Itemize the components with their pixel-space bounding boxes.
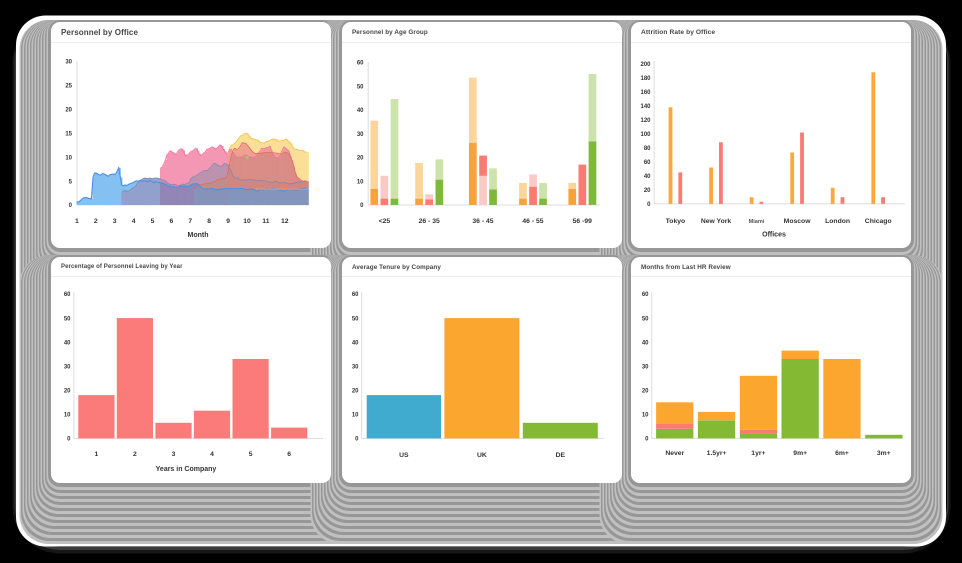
svg-text:20: 20 xyxy=(644,188,651,194)
svg-text:10: 10 xyxy=(243,218,251,225)
svg-text:46 - 55: 46 - 55 xyxy=(522,218,543,225)
svg-text:3: 3 xyxy=(172,451,176,458)
svg-text:30: 30 xyxy=(64,364,71,370)
svg-text:4: 4 xyxy=(210,451,214,458)
svg-text:Never: Never xyxy=(665,450,684,457)
svg-text:60: 60 xyxy=(644,160,651,166)
svg-text:30: 30 xyxy=(352,364,359,370)
svg-text:New York: New York xyxy=(701,218,732,225)
svg-text:10: 10 xyxy=(64,413,71,419)
svg-text:140: 140 xyxy=(640,104,651,110)
svg-text:180: 180 xyxy=(640,76,651,82)
svg-text:36 - 45: 36 - 45 xyxy=(472,218,493,225)
svg-text:30: 30 xyxy=(65,59,72,65)
svg-text:London: London xyxy=(825,218,850,225)
svg-text:5: 5 xyxy=(151,218,155,225)
svg-text:0: 0 xyxy=(69,203,73,209)
svg-text:9: 9 xyxy=(226,218,230,225)
svg-text:Moscow: Moscow xyxy=(784,218,812,225)
svg-text:40: 40 xyxy=(644,174,651,180)
svg-text:50: 50 xyxy=(64,316,71,322)
svg-text:200: 200 xyxy=(640,62,651,68)
svg-text:20: 20 xyxy=(64,389,71,395)
svg-text:1yr+: 1yr+ xyxy=(751,450,765,457)
svg-text:50: 50 xyxy=(642,316,649,322)
svg-text:0: 0 xyxy=(360,203,364,209)
svg-text:Tokyo: Tokyo xyxy=(666,218,686,225)
svg-text:160: 160 xyxy=(640,90,651,96)
svg-text:20: 20 xyxy=(65,107,72,113)
svg-text:40: 40 xyxy=(352,340,359,346)
svg-text:40: 40 xyxy=(642,340,649,346)
svg-text:9m+: 9m+ xyxy=(793,450,807,457)
svg-text:12: 12 xyxy=(281,218,289,225)
svg-text:Miami: Miami xyxy=(749,219,765,225)
svg-text:80: 80 xyxy=(644,146,651,152)
svg-text:30: 30 xyxy=(357,132,364,138)
svg-text:1: 1 xyxy=(75,218,79,225)
svg-text:8: 8 xyxy=(207,218,211,225)
svg-text:11: 11 xyxy=(262,218,269,225)
svg-text:26 - 35: 26 - 35 xyxy=(419,218,440,225)
svg-text:3: 3 xyxy=(113,218,117,225)
svg-text:UK: UK xyxy=(477,452,487,459)
svg-text:40: 40 xyxy=(357,108,364,114)
svg-text:5: 5 xyxy=(249,451,253,458)
svg-text:6: 6 xyxy=(287,451,291,458)
svg-text:1.5yr+: 1.5yr+ xyxy=(707,450,727,457)
svg-text:1: 1 xyxy=(95,451,99,458)
svg-text:0: 0 xyxy=(67,437,71,443)
svg-text:Month: Month xyxy=(188,232,209,239)
svg-text:30: 30 xyxy=(642,364,649,370)
svg-text:20: 20 xyxy=(642,389,649,395)
svg-text:60: 60 xyxy=(642,292,649,298)
svg-text:20: 20 xyxy=(352,389,359,395)
svg-text:2: 2 xyxy=(133,451,137,458)
svg-text:10: 10 xyxy=(352,413,359,419)
svg-text:50: 50 xyxy=(357,84,364,90)
svg-text:10: 10 xyxy=(642,413,649,419)
svg-text:0: 0 xyxy=(647,202,651,208)
svg-text:<25: <25 xyxy=(379,218,391,225)
svg-text:40: 40 xyxy=(64,340,71,346)
svg-text:6: 6 xyxy=(170,218,174,225)
svg-text:3m+: 3m+ xyxy=(877,450,891,457)
svg-text:5: 5 xyxy=(69,179,73,185)
svg-text:60: 60 xyxy=(357,60,364,66)
svg-text:56 -99: 56 -99 xyxy=(573,218,592,225)
svg-text:2: 2 xyxy=(94,218,98,225)
svg-text:4: 4 xyxy=(132,218,136,225)
svg-text:DE: DE xyxy=(556,452,566,459)
svg-text:Offices: Offices xyxy=(762,231,786,238)
svg-text:7: 7 xyxy=(188,218,192,225)
svg-text:20: 20 xyxy=(357,155,364,161)
svg-text:60: 60 xyxy=(64,292,71,298)
svg-text:Chicago: Chicago xyxy=(865,218,892,225)
svg-text:Years in Company: Years in Company xyxy=(156,466,217,473)
svg-text:15: 15 xyxy=(65,131,72,137)
svg-text:50: 50 xyxy=(352,316,359,322)
svg-text:120: 120 xyxy=(640,118,651,124)
svg-text:0: 0 xyxy=(355,437,359,443)
svg-text:60: 60 xyxy=(352,292,359,298)
svg-text:100: 100 xyxy=(640,132,651,138)
svg-text:25: 25 xyxy=(65,83,72,89)
svg-text:0: 0 xyxy=(645,437,649,443)
svg-text:US: US xyxy=(399,452,409,459)
svg-text:10: 10 xyxy=(357,179,364,185)
svg-text:10: 10 xyxy=(65,155,72,161)
svg-text:6m+: 6m+ xyxy=(835,450,849,457)
